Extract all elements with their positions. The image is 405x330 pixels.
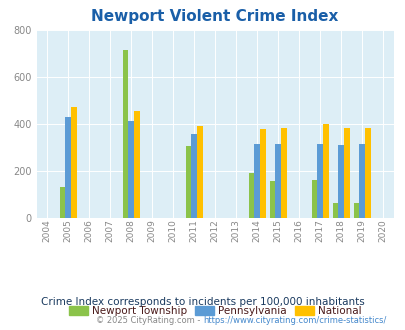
Bar: [134, 111, 139, 218]
Bar: [358, 144, 364, 218]
Bar: [191, 134, 196, 218]
Bar: [317, 144, 322, 218]
Bar: [128, 121, 134, 218]
Bar: [332, 203, 338, 218]
Bar: [65, 117, 71, 218]
Bar: [275, 144, 280, 218]
Bar: [338, 146, 343, 218]
Bar: [60, 187, 65, 218]
Text: https://www.cityrating.com/crime-statistics/: https://www.cityrating.com/crime-statist…: [202, 316, 386, 325]
Bar: [248, 173, 254, 218]
Bar: [122, 50, 128, 218]
Bar: [311, 180, 317, 218]
Bar: [71, 107, 77, 218]
Bar: [322, 124, 328, 218]
Text: Crime Index corresponds to incidents per 100,000 inhabitants: Crime Index corresponds to incidents per…: [41, 297, 364, 307]
Bar: [254, 144, 260, 218]
Bar: [185, 146, 191, 218]
Text: © 2025 CityRating.com -: © 2025 CityRating.com -: [96, 316, 202, 325]
Bar: [269, 182, 275, 218]
Bar: [260, 129, 265, 218]
Legend: Newport Township, Pennsylvania, National: Newport Township, Pennsylvania, National: [64, 302, 365, 320]
Bar: [364, 128, 370, 218]
Bar: [280, 128, 286, 218]
Title: Newport Violent Crime Index: Newport Violent Crime Index: [91, 9, 338, 24]
Bar: [196, 126, 202, 218]
Bar: [343, 128, 349, 218]
Bar: [353, 203, 358, 218]
